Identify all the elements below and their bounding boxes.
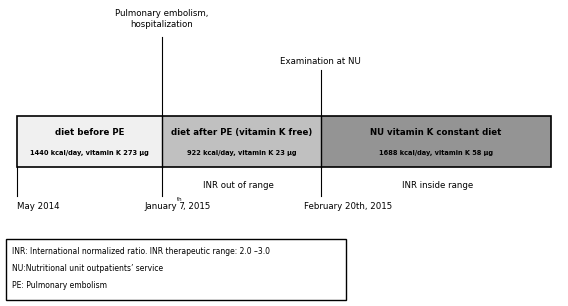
Bar	[321, 116, 551, 167]
Text: May 2014: May 2014	[17, 202, 60, 211]
Text: diet after PE (vitamin K free): diet after PE (vitamin K free)	[171, 129, 312, 137]
Text: INR out of range: INR out of range	[203, 181, 274, 190]
Bar	[17, 116, 162, 167]
Text: NU vitamin K constant diet: NU vitamin K constant diet	[370, 129, 502, 137]
Text: th: th	[177, 197, 183, 202]
Text: Examination at NU: Examination at NU	[281, 57, 361, 65]
Bar	[6, 239, 346, 300]
Text: diet before PE: diet before PE	[55, 129, 124, 137]
Text: , 2015: , 2015	[183, 202, 211, 211]
Text: February 20th, 2015: February 20th, 2015	[304, 202, 392, 211]
Bar	[17, 116, 551, 167]
Text: January 7: January 7	[145, 202, 186, 211]
Text: PE: Pulmonary embolism: PE: Pulmonary embolism	[12, 281, 107, 290]
Text: Pulmonary embolism,
hospitalization: Pulmonary embolism, hospitalization	[115, 9, 208, 28]
Bar	[162, 116, 321, 167]
Text: 1440 kcal/day, vitamin K 273 μg: 1440 kcal/day, vitamin K 273 μg	[30, 150, 149, 156]
Text: NU:Nutritional unit outpatients’ service: NU:Nutritional unit outpatients’ service	[12, 264, 164, 273]
Text: 922 kcal/day, vitamin K 23 μg: 922 kcal/day, vitamin K 23 μg	[187, 150, 296, 156]
Text: INR: International normalized ratio. INR therapeutic range: 2.0 –3.0: INR: International normalized ratio. INR…	[12, 247, 270, 256]
Text: INR inside range: INR inside range	[402, 181, 473, 190]
Text: 1688 kcal/day, vitamin K 58 μg: 1688 kcal/day, vitamin K 58 μg	[379, 150, 493, 156]
